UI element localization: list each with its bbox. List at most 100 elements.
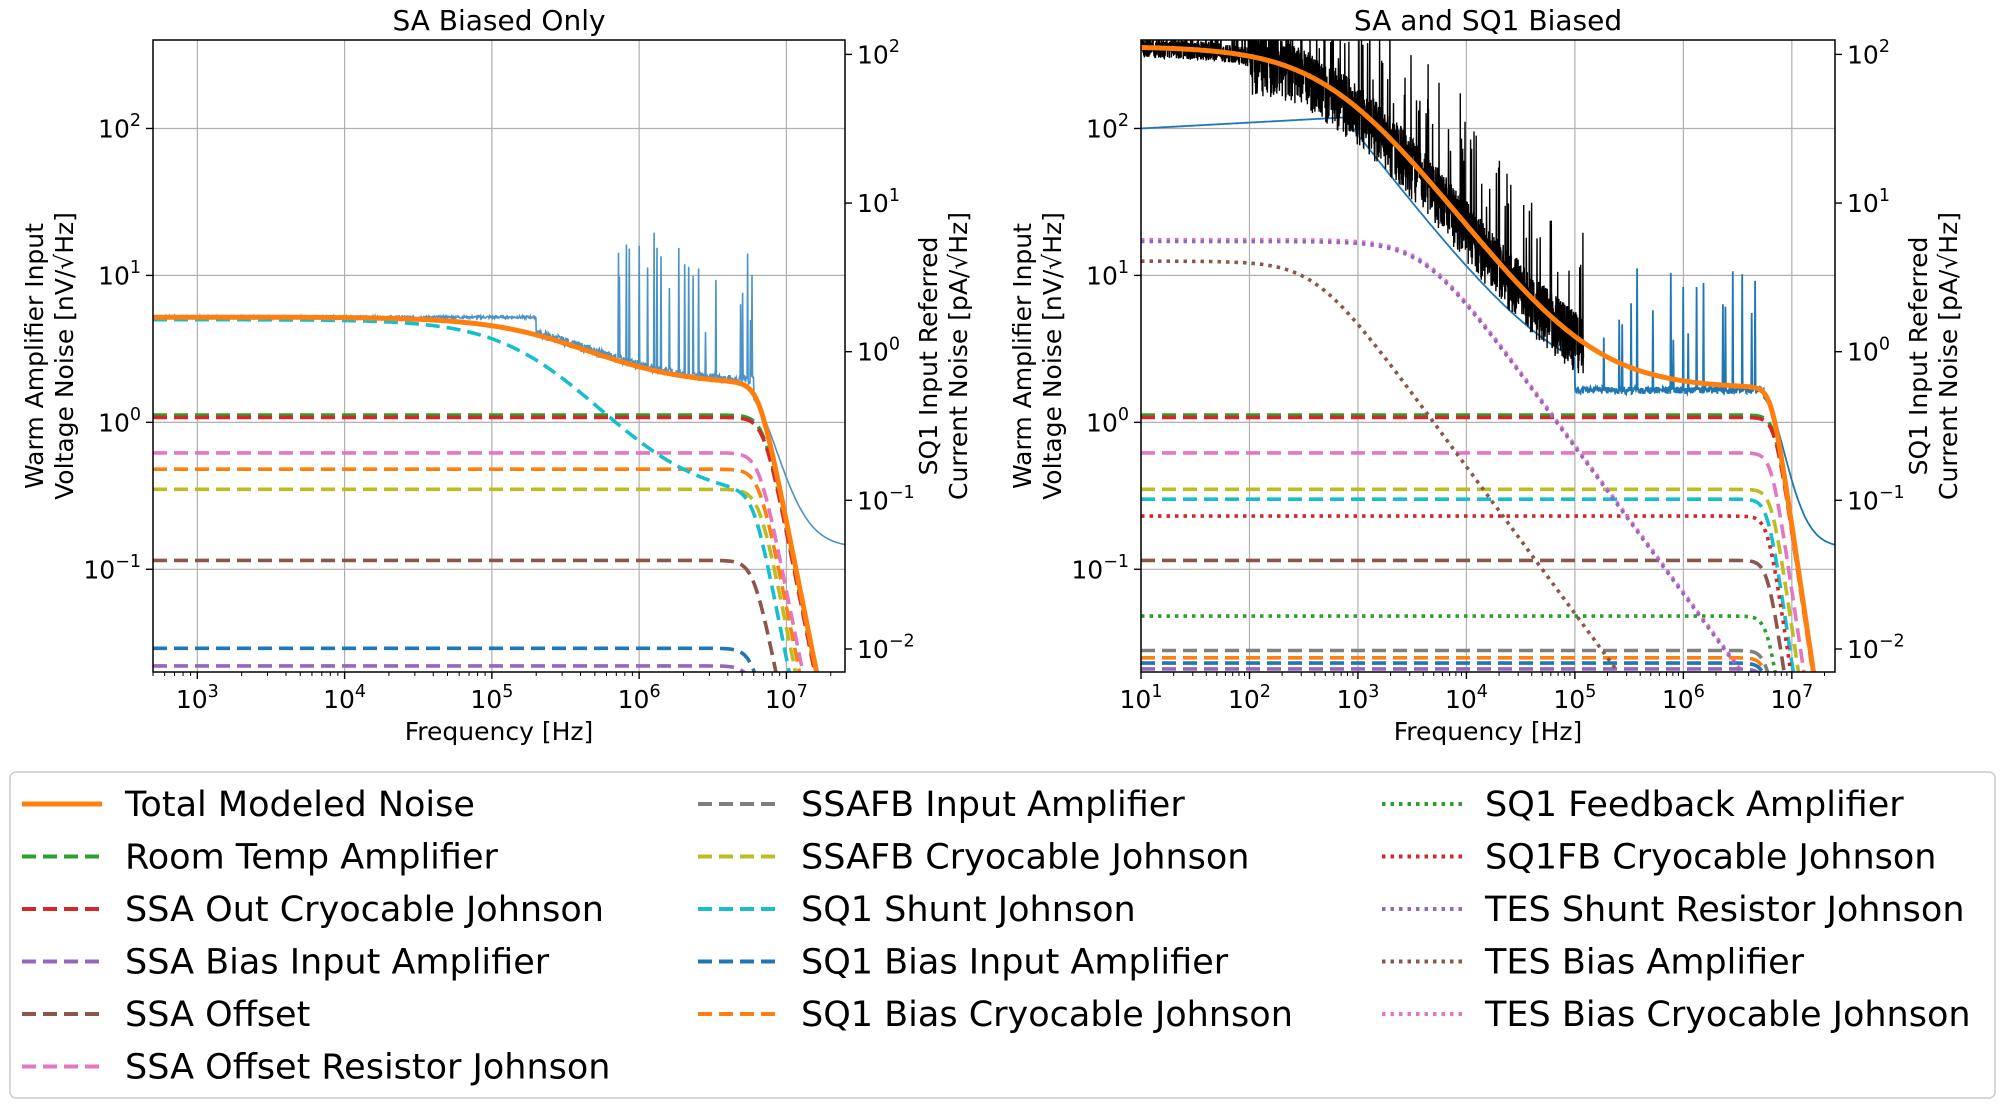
tick-base: 10 xyxy=(765,685,797,714)
tick-base: 10 xyxy=(1228,685,1260,714)
component-line-ssa-out-cryocable-johnson xyxy=(153,415,817,672)
legend-label-ssafb-cryocable-johnson: SSAFB Cryocable Johnson xyxy=(801,838,1249,878)
tick-exponent: −1 xyxy=(889,483,915,503)
tick-base: 10 xyxy=(1847,486,1879,515)
y-axis-label-line-1: Warm Amplifier Input xyxy=(20,223,49,489)
y-tick-label-2: 101 xyxy=(1086,258,1129,290)
y2-axis-label-line-2: Current Noise [pA/√Hz] xyxy=(944,212,973,500)
component-line-ssa-offset-resistor-johnson xyxy=(153,451,805,672)
tick-base: 10 xyxy=(1553,685,1585,714)
tick-base: 10 xyxy=(857,635,889,664)
tick-base: 10 xyxy=(1071,555,1103,584)
y-tick-label-2: 101 xyxy=(98,258,141,290)
y2-tick-label-2: 100 xyxy=(857,334,900,366)
component-line-ssa-offset xyxy=(1141,558,1786,672)
component-line-ssafb-input-amplifier xyxy=(1141,648,1770,672)
tick-base: 10 xyxy=(98,408,130,437)
tick-base: 10 xyxy=(323,685,355,714)
component-line-sq1-shunt-johnson xyxy=(153,317,791,672)
component-line-sq1-feedback-amplifier xyxy=(1141,614,1777,672)
x-tick-label-3: 104 xyxy=(1445,682,1488,714)
tick-exponent: 1 xyxy=(1151,682,1162,702)
plot-area xyxy=(1141,40,1835,672)
tick-base: 10 xyxy=(1086,261,1118,290)
tick-exponent: 2 xyxy=(1260,682,1271,702)
component-line-room-temp-amplifier xyxy=(153,413,817,672)
total-modeled-noise-line xyxy=(153,314,820,672)
tick-exponent: 5 xyxy=(502,682,513,702)
tick-base: 10 xyxy=(1847,40,1879,69)
y-axis-label-line-2: Voltage Noise [nV/√Hz] xyxy=(1038,212,1067,500)
component-line-ssa-bias-input-amplifier xyxy=(1141,667,1760,672)
tick-exponent: 3 xyxy=(208,682,219,702)
legend-label-sq1fb-cryocable-johnson: SQ1FB Cryocable Johnson xyxy=(1485,838,1936,878)
y-tick-label-1: 100 xyxy=(1086,405,1129,437)
x-tick-label-0: 103 xyxy=(176,682,219,714)
tick-base: 10 xyxy=(1770,685,1802,714)
legend-label-ssa-bias-input-amplifier: SSA Bias Input Amplifier xyxy=(125,943,550,983)
total-modeled-noise-line xyxy=(1141,45,1816,672)
tick-base: 10 xyxy=(618,685,650,714)
tick-exponent: 4 xyxy=(355,682,366,702)
tick-base: 10 xyxy=(98,261,130,290)
tick-exponent: 2 xyxy=(889,37,900,57)
tick-base: 10 xyxy=(98,114,130,143)
tick-base: 10 xyxy=(857,40,889,69)
y2-tick-label-0: 10−2 xyxy=(1847,632,1905,664)
tick-exponent: 1 xyxy=(889,186,900,206)
legend-label-ssa-out-cryocable-johnson: SSA Out Cryocable Johnson xyxy=(125,890,604,930)
legend-label-ssa-offset-resistor-johnson: SSA Offset Resistor Johnson xyxy=(125,1048,611,1088)
y-axis-label-line-1: Warm Amplifier Input xyxy=(1008,223,1037,489)
component-line-ssa-out-cryocable-johnson xyxy=(1141,415,1815,672)
tick-exponent: 5 xyxy=(1585,682,1596,702)
x-axis-label: Frequency [Hz] xyxy=(1394,717,1583,746)
tick-exponent: 0 xyxy=(889,334,900,354)
component-line-ssafb-cryocable-johnson xyxy=(1141,487,1801,672)
tick-base: 10 xyxy=(1086,408,1118,437)
measured-noise-trace xyxy=(153,232,845,546)
tick-exponent: 1 xyxy=(1118,258,1129,278)
component-line-sq1-shunt-johnson xyxy=(1141,497,1796,672)
legend-label-ssafb-input-amplifier: SSAFB Input Amplifier xyxy=(801,785,1185,825)
tick-base: 10 xyxy=(470,685,502,714)
x-tick-label-6: 107 xyxy=(1770,682,1813,714)
y2-tick-label-4: 102 xyxy=(1847,37,1890,69)
tick-base: 10 xyxy=(857,338,889,367)
y2-axis-label-line-2: Current Noise [pA/√Hz] xyxy=(1934,212,1963,500)
tick-base: 10 xyxy=(857,189,889,218)
y2-tick-label-1: 10−1 xyxy=(1847,483,1905,515)
x-axis-label: Frequency [Hz] xyxy=(405,717,594,746)
y2-tick-label-0: 10−2 xyxy=(857,632,915,664)
y2-axis-label-line-1: SQ1 Input Referred xyxy=(914,237,943,476)
y-tick-label-0: 10−1 xyxy=(1071,552,1129,584)
tick-exponent: −2 xyxy=(1879,632,1905,652)
tick-base: 10 xyxy=(1336,685,1368,714)
legend-label-total-modeled-noise: Total Modeled Noise xyxy=(124,785,475,825)
legend-frame xyxy=(9,771,1996,1099)
tick-base: 10 xyxy=(176,685,208,714)
tick-exponent: −1 xyxy=(115,552,141,572)
tick-exponent: −1 xyxy=(1879,483,1905,503)
y-tick-label-0: 10−1 xyxy=(83,552,141,584)
y-axis-label-line-2: Voltage Noise [nV/√Hz] xyxy=(50,212,79,500)
tick-base: 10 xyxy=(1086,114,1118,143)
axes-frame xyxy=(152,39,846,673)
tick-exponent: 4 xyxy=(1477,682,1488,702)
tick-exponent: 0 xyxy=(1879,334,1890,354)
legend-label-sq1-feedback-amplifier: SQ1 Feedback Amplifier xyxy=(1485,785,1904,825)
tick-base: 10 xyxy=(1847,338,1879,367)
y-tick-label-3: 102 xyxy=(1086,111,1129,143)
plot-area xyxy=(153,232,845,672)
tick-base: 10 xyxy=(857,486,889,515)
x-tick-label-0: 101 xyxy=(1120,682,1163,714)
plot-panel-sa-and-sq1-biased: 101 102 103 104 105 106 10710−110010110210−210… xyxy=(1008,4,1963,746)
tick-base: 10 xyxy=(1847,635,1879,664)
tick-exponent: 6 xyxy=(649,682,660,702)
y2-tick-label-4: 102 xyxy=(857,37,900,69)
legend-label-ssa-offset: SSA Offset xyxy=(125,995,310,1035)
component-line-sq1-bias-cryocable-johnson xyxy=(1141,656,1767,672)
tick-exponent: 0 xyxy=(130,405,141,425)
component-line-ssa-offset-resistor-johnson xyxy=(1141,451,1806,672)
tick-base: 10 xyxy=(1662,685,1694,714)
